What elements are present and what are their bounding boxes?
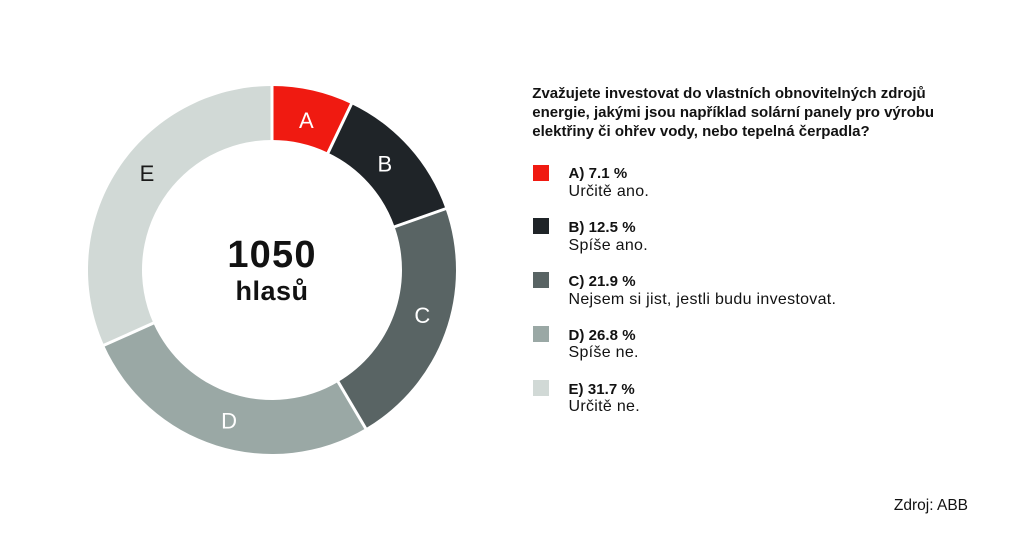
svg-text:C: C — [414, 303, 430, 328]
svg-text:B: B — [377, 152, 392, 177]
svg-text:E: E — [140, 161, 155, 186]
svg-text:A: A — [299, 108, 314, 133]
svg-text:D: D — [221, 408, 237, 433]
